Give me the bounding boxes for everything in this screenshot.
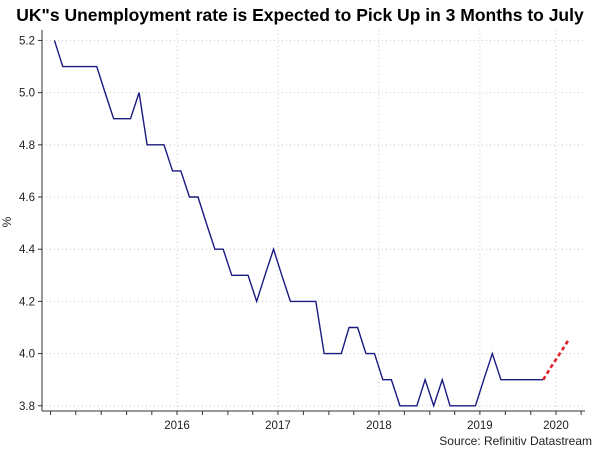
unemployment-series-line bbox=[53, 40, 544, 409]
x-tick-label: 2016 bbox=[164, 420, 190, 432]
x-tick-label: 2017 bbox=[265, 420, 291, 432]
axes: 3.8 4.0 4.2 4.4 4.6 4.8 5.0 5.2 2016 2017 2018 2019… bbox=[19, 30, 585, 432]
x-tick-label: 2020 bbox=[543, 420, 569, 432]
series-layer bbox=[53, 40, 570, 409]
y-tick-label: 4.8 bbox=[19, 140, 35, 152]
y-tick-label: 3.8 bbox=[19, 401, 35, 413]
grid-layer bbox=[42, 30, 585, 411]
x-tick-label: 2019 bbox=[467, 420, 493, 432]
y-tick-label: 5.0 bbox=[19, 88, 35, 100]
y-tick-label: 4.2 bbox=[19, 296, 35, 308]
y-tick-label: 4.0 bbox=[19, 349, 35, 361]
x-tick-label: 2018 bbox=[366, 420, 392, 432]
y-tick-label: 5.2 bbox=[19, 35, 35, 47]
source-note: Source: Refinitiv Datastream bbox=[439, 434, 592, 448]
y-axis-label: % bbox=[0, 216, 14, 227]
forecast-series-line bbox=[542, 339, 570, 381]
y-tick-label: 4.4 bbox=[19, 244, 36, 256]
chart-title: UK"s Unemployment rate is Expected to Pi… bbox=[16, 5, 584, 25]
y-tick-label: 4.6 bbox=[19, 192, 35, 204]
